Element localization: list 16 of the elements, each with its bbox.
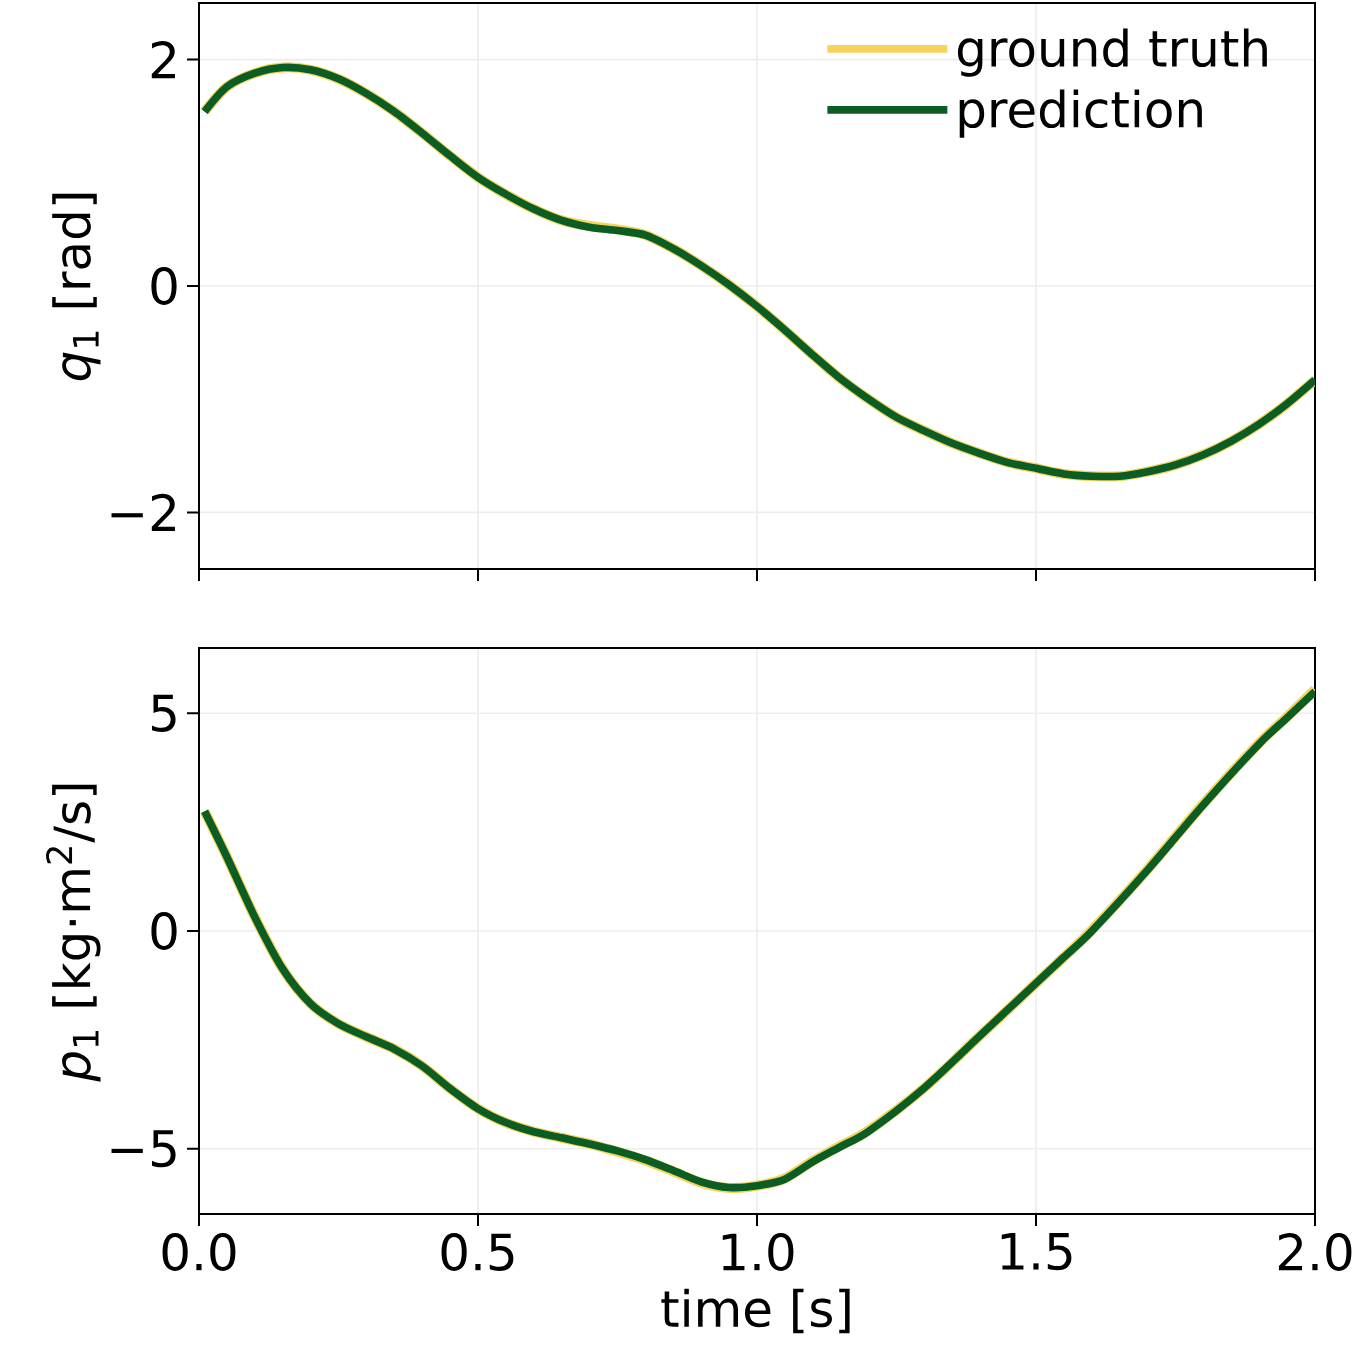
x-tick-label: 0.5 <box>441 1233 514 1271</box>
legend-label: prediction <box>959 89 1202 138</box>
y-axis-title: q$_{1}$ [rad] <box>52 193 101 381</box>
x-tick-label: 2.0 <box>1278 1233 1352 1271</box>
y-tick-label: 2 <box>151 41 175 79</box>
x-tick-label: 0.0 <box>162 1233 236 1271</box>
y-tick-label: 0 <box>151 267 177 305</box>
x-tick-label: 1.5 <box>1001 1233 1072 1271</box>
y-axis-title: p$_{1}$ [kg·m$^{2}$/s] <box>46 784 101 1082</box>
x-axis-title: time [s] <box>661 1288 850 1334</box>
y-tick-label: −5 <box>111 1130 176 1168</box>
y-tick-label: −2 <box>111 493 175 531</box>
y-tick-label: 5 <box>151 694 176 732</box>
x-tick-label: 1.0 <box>722 1233 794 1271</box>
legend-label: ground truth <box>957 28 1267 77</box>
y-tick-label: 0 <box>151 912 177 950</box>
